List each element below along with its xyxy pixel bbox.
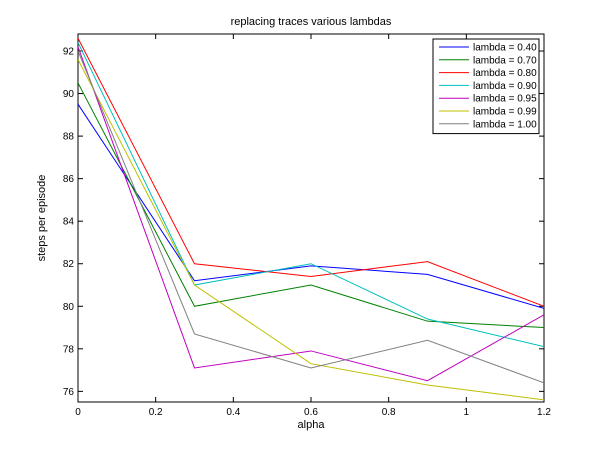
series-line-090: [78, 42, 544, 348]
legend-label: lambda = 0.90: [473, 81, 537, 92]
y-tick-label: 78: [63, 344, 75, 355]
y-tick-label: 76: [63, 387, 75, 398]
x-tick-label: 0.8: [382, 407, 396, 418]
legend-label: lambda = 0.95: [473, 94, 537, 105]
series-line-080: [78, 38, 544, 307]
x-tick-label: 1: [464, 407, 470, 418]
y-tick-label: 92: [63, 47, 75, 58]
y-tick-label: 90: [63, 89, 75, 100]
y-tick-label: 84: [63, 217, 75, 228]
legend-label: lambda = 0.80: [473, 68, 537, 79]
legend-label: lambda = 0.40: [473, 43, 537, 54]
series-line-040: [78, 103, 544, 309]
legend-box: [432, 38, 540, 135]
x-tick-label: 0: [75, 407, 81, 418]
y-tick-label: 88: [63, 132, 75, 143]
legend-label: lambda = 0.70: [473, 55, 537, 66]
series-group: [78, 38, 544, 401]
chart-title: replacing traces various lambdas: [231, 16, 392, 28]
x-axis-title: alpha: [298, 419, 326, 431]
x-tick-label: 0.6: [304, 407, 318, 418]
plot-area: 0 0.2 0.4 0.6 0.8 1 1.2 76 78 80 82 84 86 88 90 92: [63, 33, 551, 418]
legend-label: lambda = 0.99: [473, 107, 537, 118]
y-axis-title: steps per episode: [36, 175, 48, 262]
y-tick-label: 82: [63, 259, 75, 270]
y-tick-label: 86: [63, 174, 75, 185]
series-line-100: [78, 50, 544, 384]
legend-label: lambda = 1.00: [473, 119, 537, 130]
x-tick-label: 0.2: [149, 407, 163, 418]
x-tick-label: 0.4: [226, 407, 240, 418]
series-line-099: [78, 59, 544, 401]
series-line-095: [78, 46, 544, 382]
series-line-070: [78, 82, 544, 329]
x-tick-label: 1.2: [537, 407, 551, 418]
y-tick-label: 80: [63, 302, 75, 313]
